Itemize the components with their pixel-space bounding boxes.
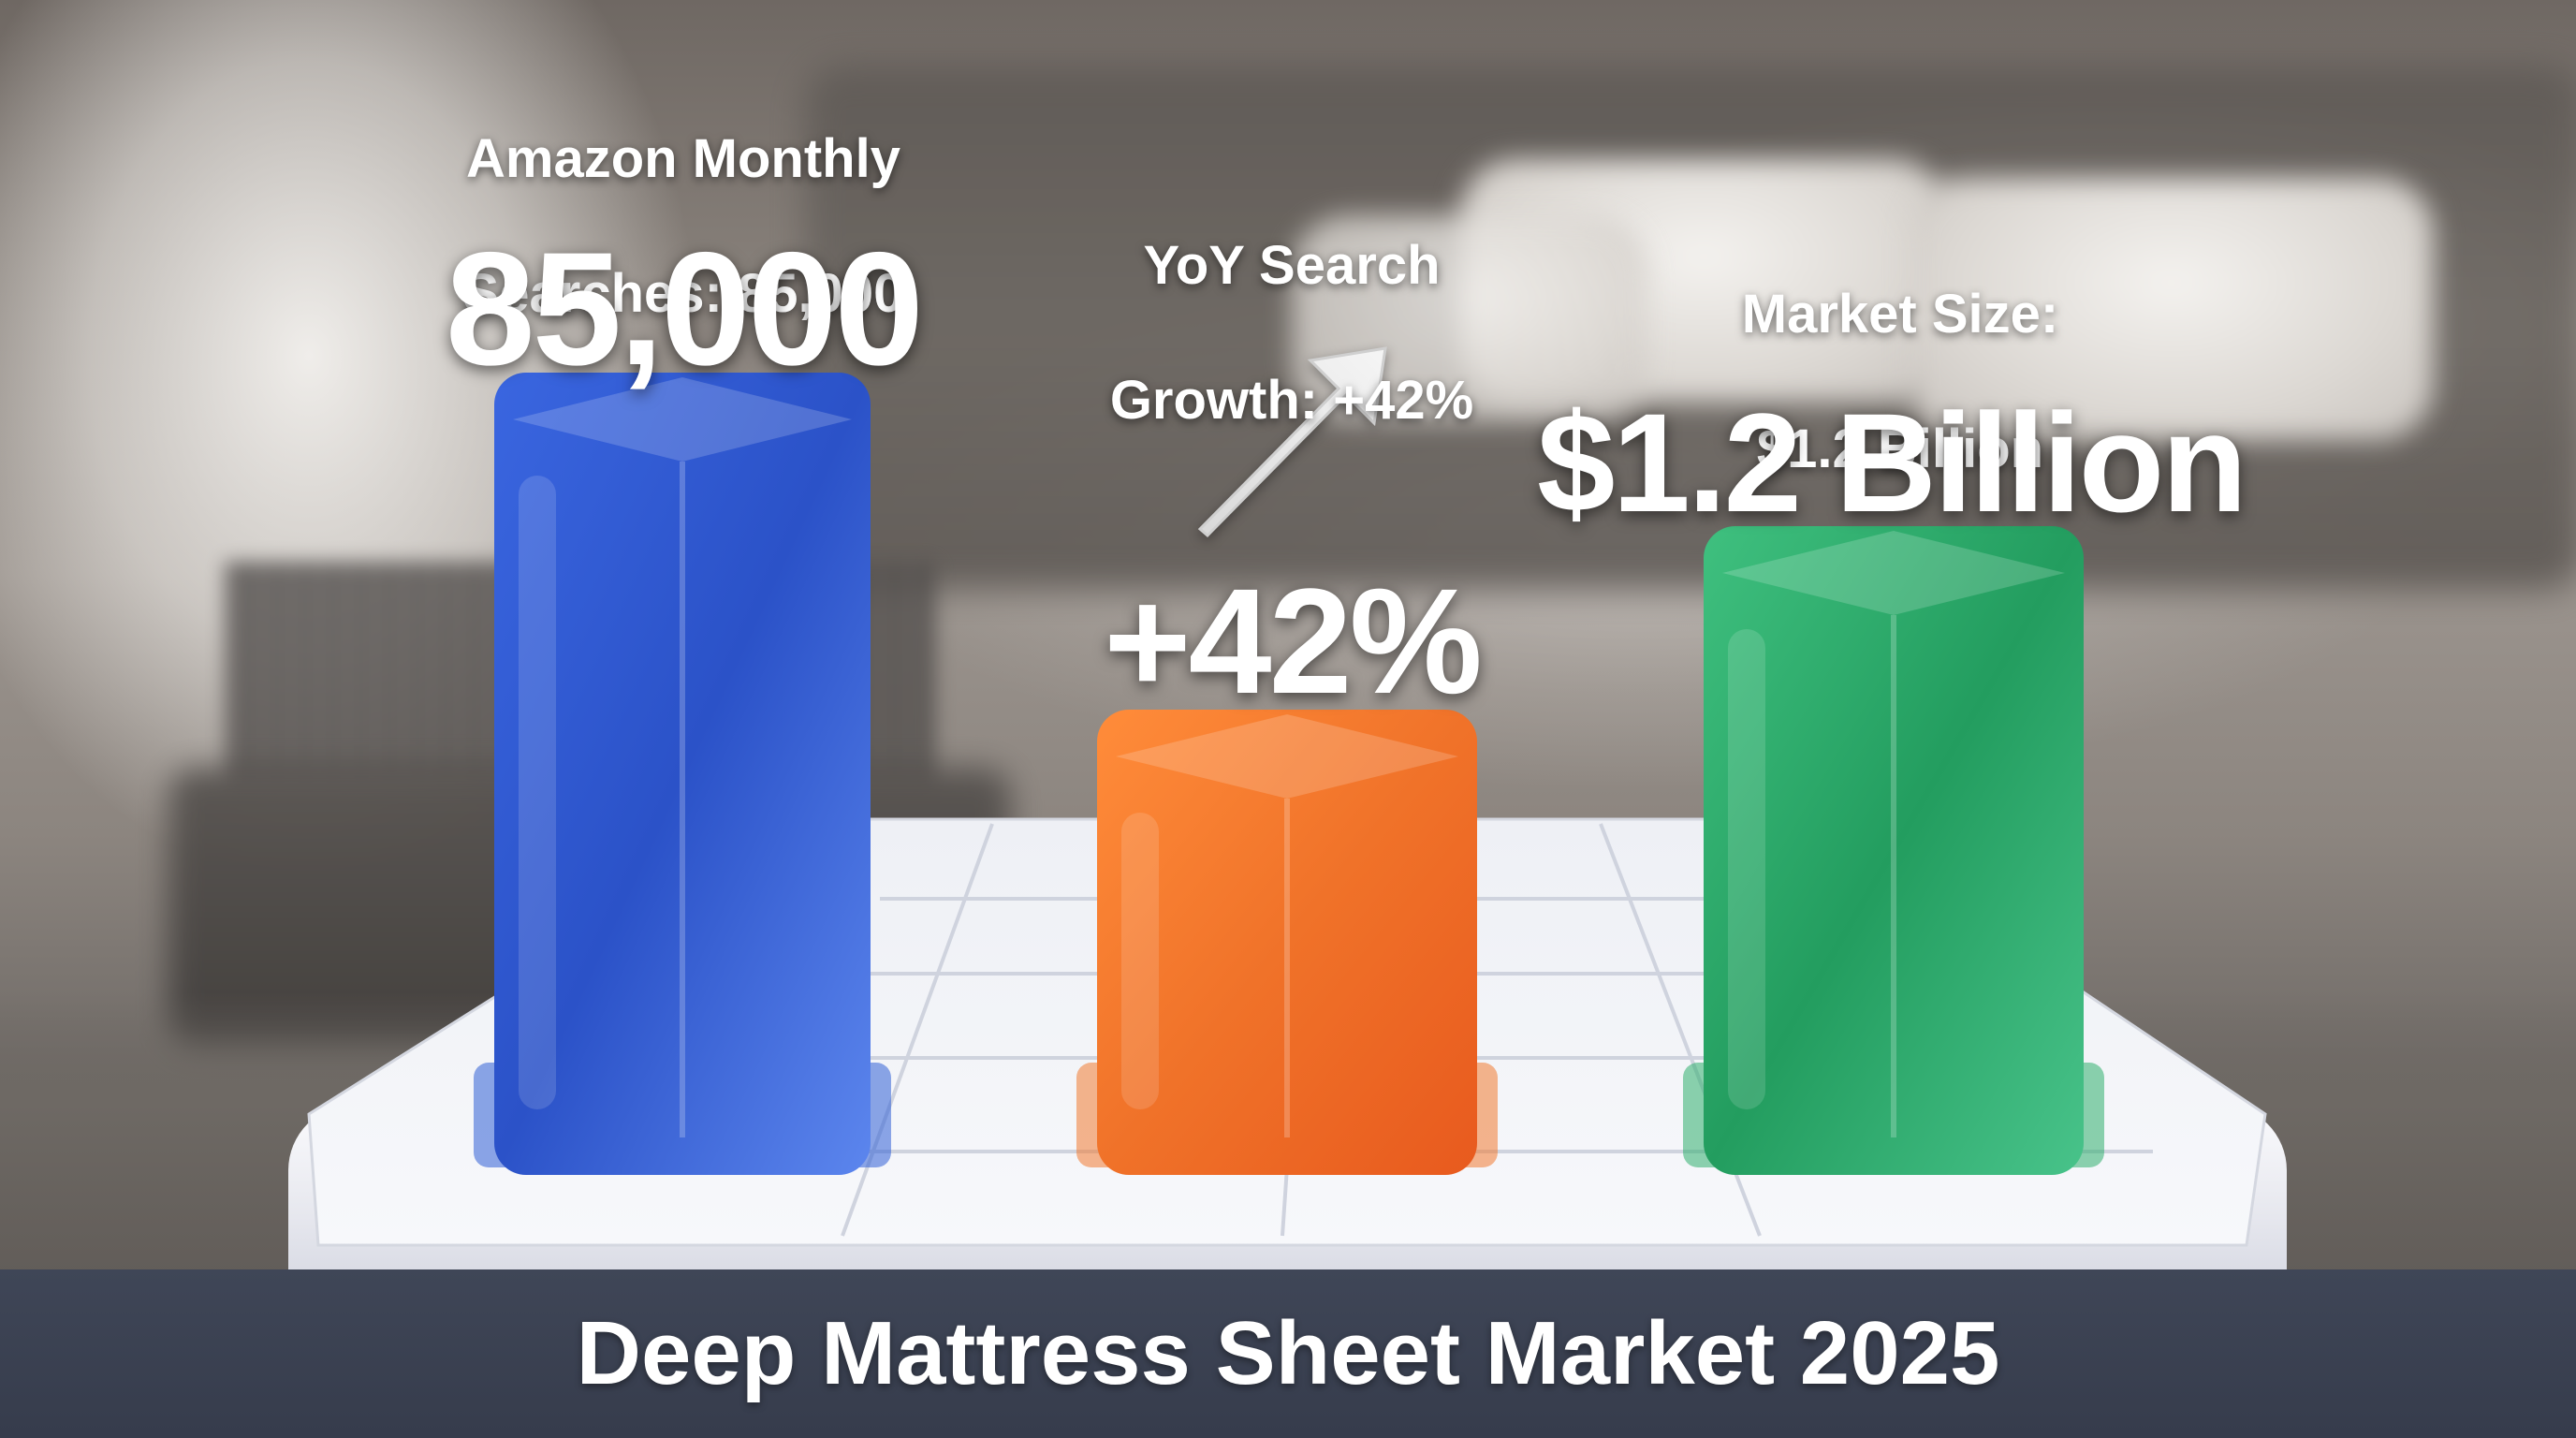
bar-1-shine <box>519 476 556 1109</box>
bar-2-top-face <box>1116 714 1458 799</box>
bar-2 <box>1076 710 1498 1175</box>
title-banner <box>0 1269 2576 1438</box>
bar-2-shine <box>1121 813 1159 1109</box>
bars-layer <box>474 373 2104 1175</box>
chart-title: Deep Mattress Sheet Market 2025 <box>576 1303 2000 1403</box>
bar-1-caption-line1: Amazon Monthly <box>466 128 900 189</box>
bar-3-caption: Market Size: $1.2 Billion <box>1638 213 2162 483</box>
bar-3-caption-line1: Market Size: <box>1741 284 2059 345</box>
pillow-right <box>1910 178 2434 440</box>
bar-3-value-label: $1.2 Billion <box>1537 384 2247 541</box>
bar-3-top-face <box>1722 531 2065 615</box>
bar-1-top-face <box>513 377 852 462</box>
up-right-arrow-icon <box>1197 346 1387 538</box>
bar-1-caption: Amazon Monthly Searches: 85,000 <box>402 58 964 328</box>
bar-1-caption-line2: Searches: 85,000 <box>462 263 904 324</box>
bar-3-caption-line2: $1.2 Billion <box>1756 418 2044 479</box>
bar-3-body <box>1704 526 2084 1175</box>
bar-1 <box>474 373 891 1175</box>
bar-2-value-label: +42% <box>1104 557 1483 725</box>
bar-2-body <box>1097 710 1477 1175</box>
bar-3-shine <box>1728 629 1765 1109</box>
bar-1-value-label: 85,000 <box>445 219 924 399</box>
bar-1-body <box>494 373 871 1175</box>
bar-2-caption-line1: YoY Search <box>1143 235 1441 296</box>
bar-2-caption-line2: Growth: +42% <box>1109 370 1474 431</box>
bar-3 <box>1683 526 2104 1175</box>
bar-2-caption: YoY Search Growth: +42% <box>1048 165 1535 434</box>
